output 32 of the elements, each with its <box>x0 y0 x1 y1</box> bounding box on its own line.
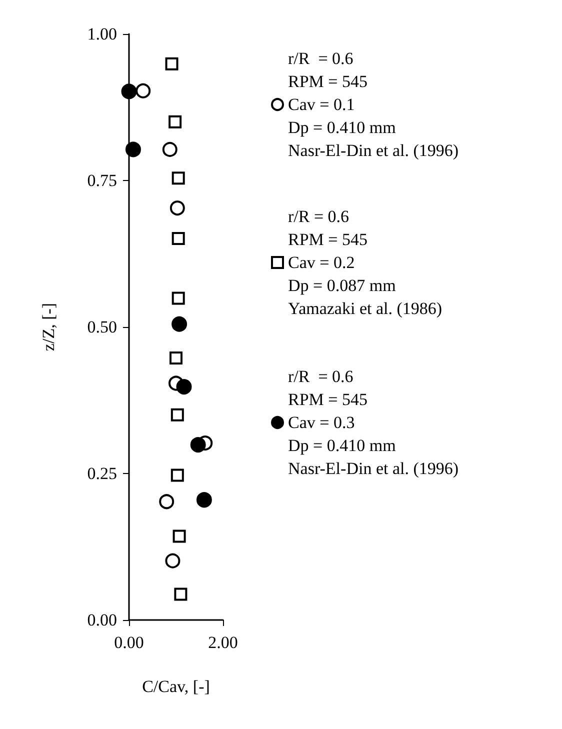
legend-label: r/R = 0.6 RPM = 545 Cav = 0.3 Dp = 0.410 mm Nasr-El-Din et al. (1996) <box>288 367 459 478</box>
y-tick-label: 0.50 <box>87 318 117 336</box>
y-tick-label: 0.75 <box>87 171 117 190</box>
legend-label: r/R = 0.6 RPM = 545 Cav = 0.1 Dp = 0.410 mm Nasr-El-Din et al. (1996) <box>288 49 459 160</box>
point <box>174 588 188 601</box>
point <box>162 142 178 157</box>
point <box>125 142 141 158</box>
point <box>170 468 184 482</box>
point <box>172 172 185 185</box>
y-tick-label: 0.25 <box>87 464 117 483</box>
point <box>170 408 184 422</box>
point <box>121 84 137 100</box>
point <box>165 57 178 70</box>
point <box>170 352 182 365</box>
y-axis-title: z/Z, [-] <box>39 302 58 352</box>
point <box>170 200 185 216</box>
point <box>165 553 180 568</box>
legend-label: r/R = 0.6 RPM = 545 Cav = 0.2 Dp = 0.087 mm Yamazaki et al. (1986) <box>288 207 442 318</box>
x-tick-label: 2.00 <box>208 633 238 652</box>
point <box>190 437 206 453</box>
y-tick-label: 0.00 <box>87 610 117 630</box>
point <box>168 115 182 128</box>
point <box>172 232 185 246</box>
point <box>136 83 151 98</box>
point <box>172 316 188 332</box>
y-tick-label: 1.00 <box>87 24 117 44</box>
point <box>172 292 185 305</box>
point <box>172 530 186 543</box>
point <box>196 492 212 508</box>
x-axis-title: C/Cav, [-] <box>142 677 210 696</box>
point <box>159 494 174 510</box>
point <box>176 379 192 395</box>
